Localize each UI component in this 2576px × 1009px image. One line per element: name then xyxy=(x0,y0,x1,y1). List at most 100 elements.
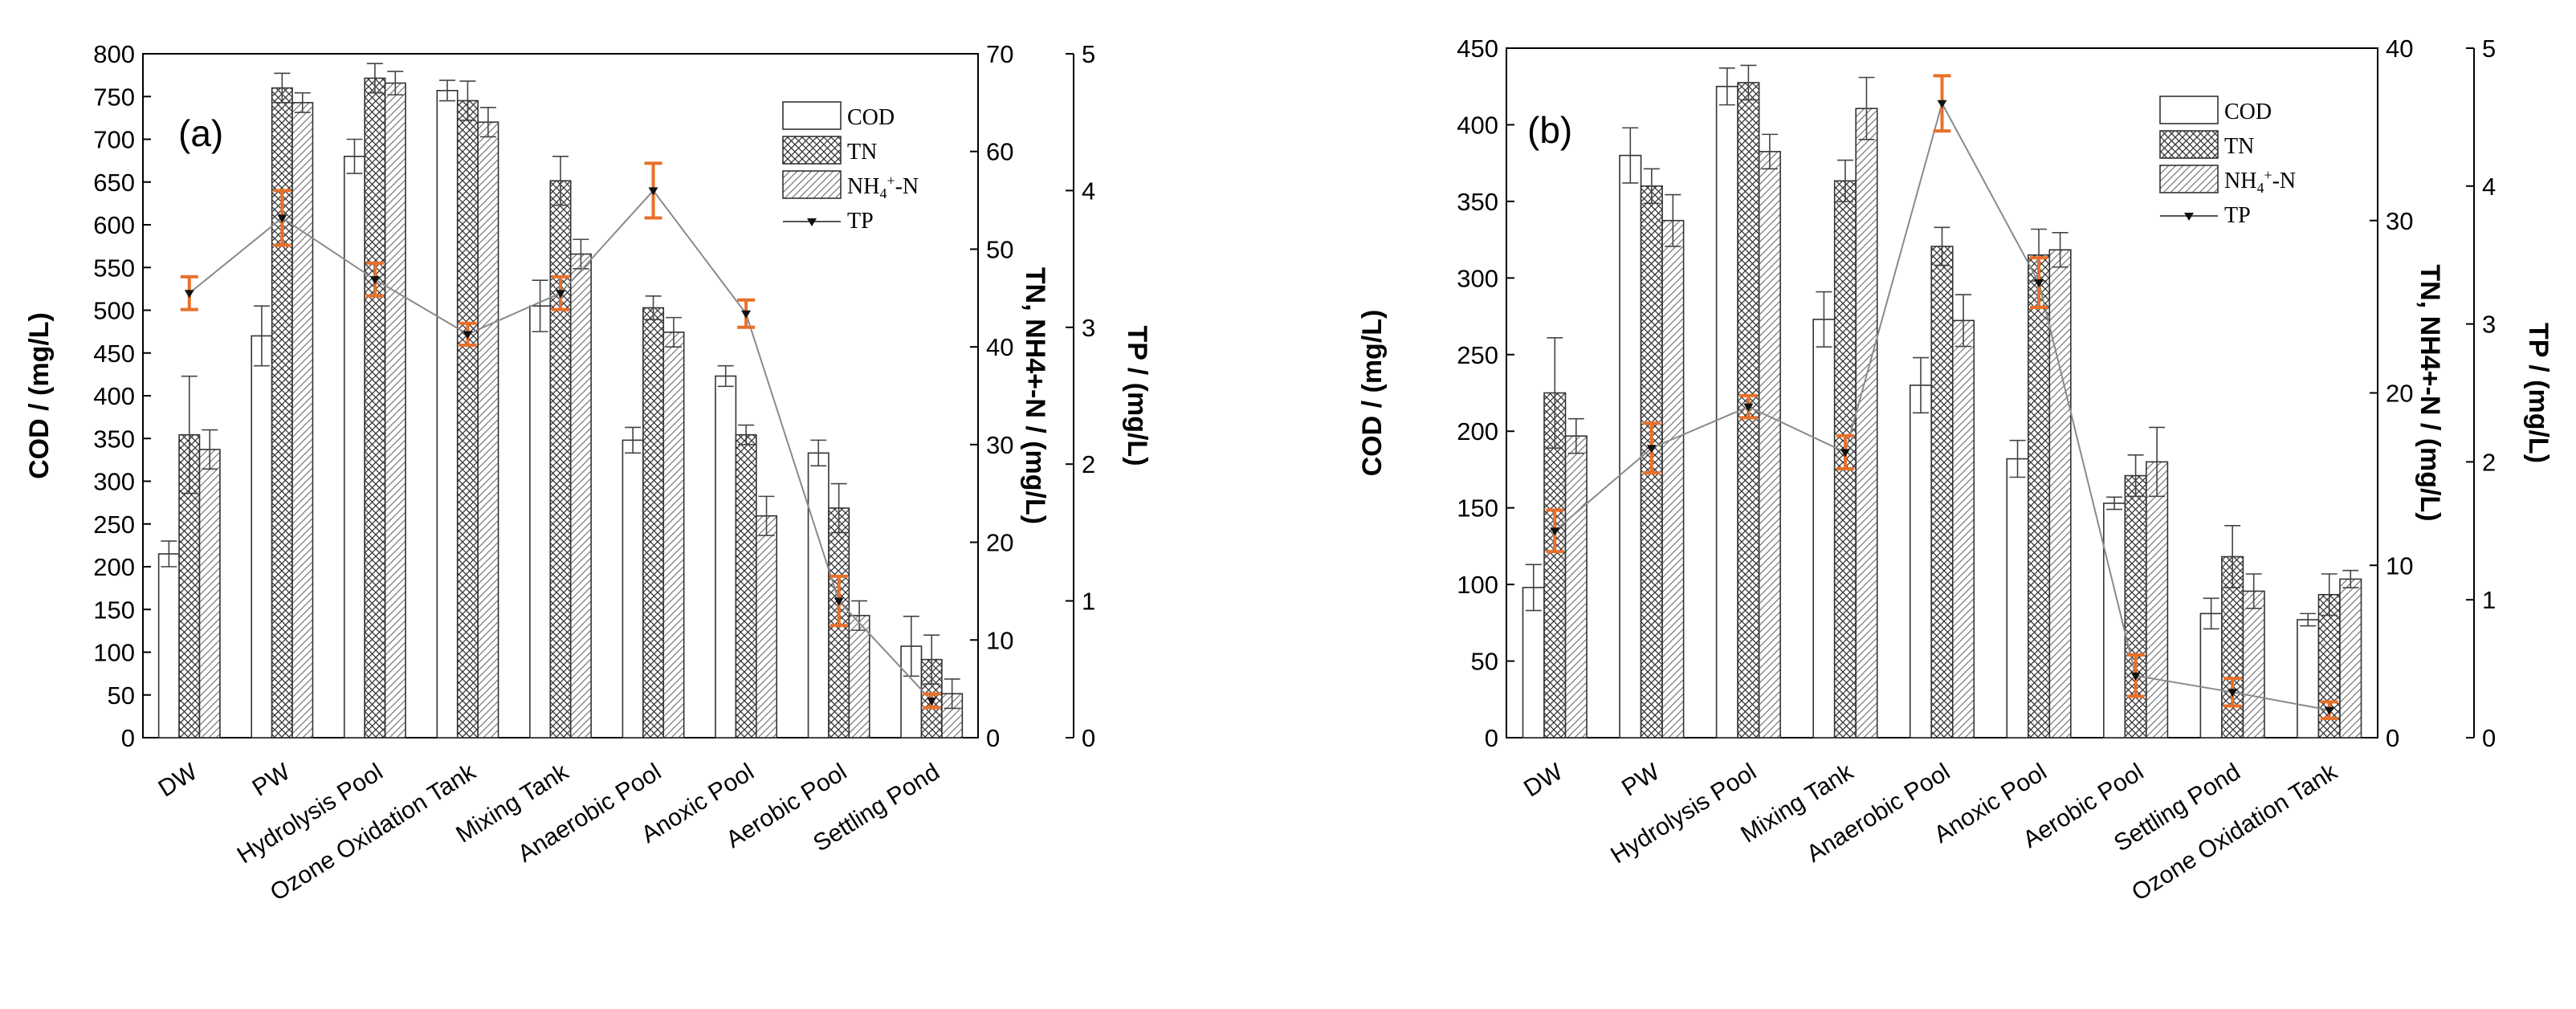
right1-tick-label: 10 xyxy=(986,626,1013,654)
bar-cod-pw xyxy=(1619,154,1642,738)
left-tick-label: 100 xyxy=(93,639,135,667)
left-tick-label: 0 xyxy=(1485,724,1498,752)
bar-cod-ozone-oxidation-tank xyxy=(436,89,459,738)
right1-tick-label: 70 xyxy=(986,40,1013,68)
tp-point-anoxic-pool xyxy=(2034,279,2044,288)
right1-axis-label: TN, NH4+-N / (mg/L) xyxy=(2415,264,2445,521)
right1-tick-label: 30 xyxy=(986,431,1013,459)
tp-point-settling-pond xyxy=(2228,689,2238,698)
left-tick-label: 250 xyxy=(1457,341,1498,369)
legend-marker-tp xyxy=(2184,213,2194,221)
bar-nh4-n-pw xyxy=(1661,219,1685,738)
right1-axis-label: TN, NH4+-N / (mg/L) xyxy=(1020,267,1050,524)
bar-nh4-n-anaerobic-pool xyxy=(662,332,685,738)
bar-cod-anoxic-pool xyxy=(715,375,737,738)
left-tick-label: 700 xyxy=(93,126,135,154)
legend-label-nh4-n: NH4+-N xyxy=(2224,167,2296,196)
bar-cod-anaerobic-pool xyxy=(622,439,644,738)
bar-nh4-n-pw xyxy=(291,102,314,738)
right1-tick-label: 0 xyxy=(986,724,1000,752)
legend-swatch-cod xyxy=(2159,96,2219,124)
legend-swatch-nh4-n xyxy=(2159,165,2219,193)
right1-tick-label: 50 xyxy=(986,235,1013,263)
legend-label-tp: TP xyxy=(2224,203,2251,228)
tp-point-anaerobic-pool xyxy=(1937,100,1947,108)
bar-cod-anaerobic-pool xyxy=(1909,384,1933,738)
left-tick-label: 650 xyxy=(93,169,135,197)
bar-nh4-n-hydrolysis-pool xyxy=(1758,151,1781,738)
legend-swatch-nh4-n xyxy=(782,170,842,199)
left-tick-label: 400 xyxy=(1457,111,1498,139)
legend-label-cod: COD xyxy=(847,105,895,130)
left-tick-label: 200 xyxy=(93,553,135,581)
bar-tn-pw xyxy=(271,87,293,738)
left-tick-label: 450 xyxy=(1457,35,1498,63)
bar-cod-dw xyxy=(1522,587,1545,738)
left-tick-label: 200 xyxy=(1457,417,1498,446)
panel-label: (a) xyxy=(178,112,223,154)
tp-point-ozone-oxidation-tank xyxy=(463,331,473,340)
bar-tn-ozone-oxidation-tank xyxy=(456,100,479,738)
left-tick-label: 350 xyxy=(1457,188,1498,216)
left-tick-label: 0 xyxy=(121,724,135,752)
bar-nh4-n-settling-pond xyxy=(2242,590,2265,738)
bar-tn-anoxic-pool xyxy=(735,433,757,738)
right2-tick-label: 3 xyxy=(2482,311,2496,339)
right2-tick-label: 2 xyxy=(1082,450,1095,478)
chart-panel-b: 0501001502002503003504004500102030400123… xyxy=(1357,35,2554,906)
bar-tn-anaerobic-pool xyxy=(1930,246,1954,738)
right2-tick-label: 0 xyxy=(1082,724,1095,752)
bar-cod-dw xyxy=(157,553,180,738)
left-axis-label: COD / (mg/L) xyxy=(24,312,55,479)
tp-point-mixing-tank xyxy=(1840,449,1850,458)
left-tick-label: 100 xyxy=(1457,571,1498,599)
bar-nh4-n-aerobic-pool xyxy=(848,615,870,738)
left-tick-label: 800 xyxy=(93,40,135,68)
bar-cod-aerobic-pool xyxy=(807,452,829,738)
right2-tick-label: 4 xyxy=(2482,173,2496,201)
bar-nh4-n-dw xyxy=(198,449,221,738)
panel-label: (b) xyxy=(1527,109,1572,151)
left-tick-label: 50 xyxy=(1471,648,1498,676)
left-axis-label: COD / (mg/L) xyxy=(1357,310,1388,477)
left-tick-label: 350 xyxy=(93,425,135,453)
left-tick-label: 300 xyxy=(93,468,135,496)
bar-nh4-n-mixing-tank xyxy=(1855,108,1878,738)
chart-panel-a: 0501001502002503003504004505005506006507… xyxy=(24,40,1152,906)
bar-tn-aerobic-pool xyxy=(2124,474,2147,738)
bar-tn-anaerobic-pool xyxy=(642,307,665,738)
legend: COD TN NH4+-N TP xyxy=(782,101,919,234)
left-tick-label: 250 xyxy=(93,511,135,539)
right2-tick-label: 5 xyxy=(1082,40,1095,68)
bar-cod-pw xyxy=(251,335,273,738)
legend: COD TN NH4+-N TP xyxy=(2159,96,2296,228)
right1-tick-label: 30 xyxy=(2386,207,2413,235)
bar-nh4-n-anoxic-pool xyxy=(756,515,778,738)
tp-point-mixing-tank xyxy=(556,290,565,299)
right1-tick-label: 20 xyxy=(986,529,1013,557)
right1-tick-label: 40 xyxy=(986,333,1013,361)
tp-point-pw xyxy=(277,214,287,223)
bar-nh4-n-ozone-oxidation-tank xyxy=(477,121,499,738)
x-tick-label-pw: PW xyxy=(1617,759,1665,802)
legend-swatch-cod xyxy=(782,101,842,130)
bar-nh4-n-anaerobic-pool xyxy=(1951,319,1975,738)
tp-point-anoxic-pool xyxy=(741,310,752,319)
left-tick-label: 150 xyxy=(93,596,135,624)
tp-point-anaerobic-pool xyxy=(648,187,658,196)
right1-tick-label: 20 xyxy=(2386,380,2413,408)
legend-swatch-tn xyxy=(782,136,842,165)
tp-point-dw xyxy=(1550,527,1560,536)
left-tick-label: 150 xyxy=(1457,494,1498,523)
right1-tick-label: 10 xyxy=(2386,551,2413,580)
tp-point-dw xyxy=(184,290,194,299)
bar-nh4-n-aerobic-pool xyxy=(2146,461,2169,738)
right2-tick-label: 3 xyxy=(1082,314,1095,342)
left-tick-label: 400 xyxy=(93,382,135,410)
bar-nh4-n-anoxic-pool xyxy=(2048,249,2072,738)
right2-tick-label: 1 xyxy=(1082,588,1095,616)
bar-nh4-n-hydrolysis-pool xyxy=(384,82,406,738)
tp-point-pw xyxy=(1646,445,1657,454)
legend-label-tn: TN xyxy=(2224,134,2254,159)
